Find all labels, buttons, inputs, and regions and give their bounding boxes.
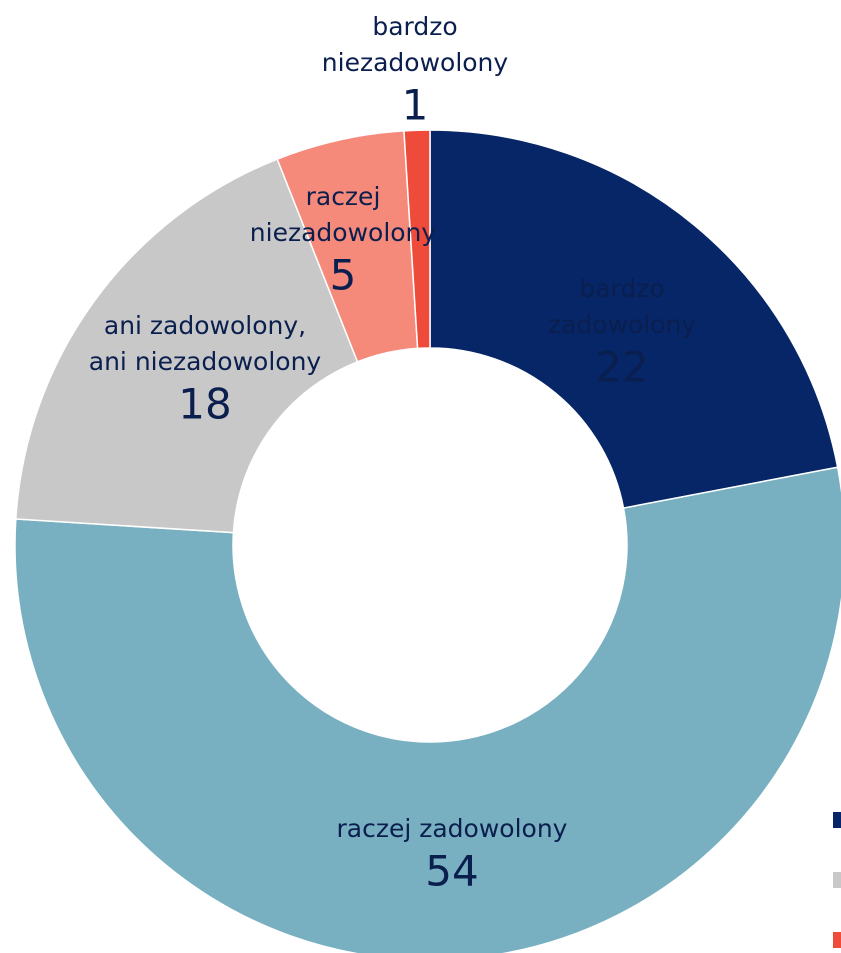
category-label: zadowolony [548, 310, 696, 339]
donut-slice [429, 129, 839, 509]
value-label: 22 [595, 343, 648, 392]
category-label: bardzo [372, 12, 457, 41]
slice-label: raczej zadowolony 54 [337, 814, 568, 896]
category-label: ani niezadowolony [89, 347, 322, 376]
slice-label: raczej niezadowolony 5 [250, 182, 437, 300]
slice-label: ani zadowolony, ani niezadowolony 18 [89, 311, 322, 429]
value-label: 5 [330, 251, 357, 300]
category-label: bardzo [579, 274, 664, 303]
category-label: raczej [306, 182, 381, 211]
category-label: niezadowolony [250, 218, 437, 247]
legend-swatch [833, 872, 841, 888]
legend-swatch [833, 932, 841, 948]
category-label: niezadowolony [322, 48, 509, 77]
slice-label: bardzo niezadowolony 1 [322, 12, 509, 130]
value-label: 1 [402, 81, 429, 130]
category-label: raczej zadowolony [337, 814, 568, 843]
donut-slice [15, 158, 359, 534]
legend-swatch [833, 812, 841, 828]
donut-slice [14, 466, 841, 953]
donut-slice [403, 129, 431, 350]
value-label: 18 [178, 380, 231, 429]
slice-label: bardzo zadowolony 22 [548, 274, 696, 392]
category-label: ani zadowolony, [104, 311, 306, 340]
value-label: 54 [425, 847, 478, 896]
